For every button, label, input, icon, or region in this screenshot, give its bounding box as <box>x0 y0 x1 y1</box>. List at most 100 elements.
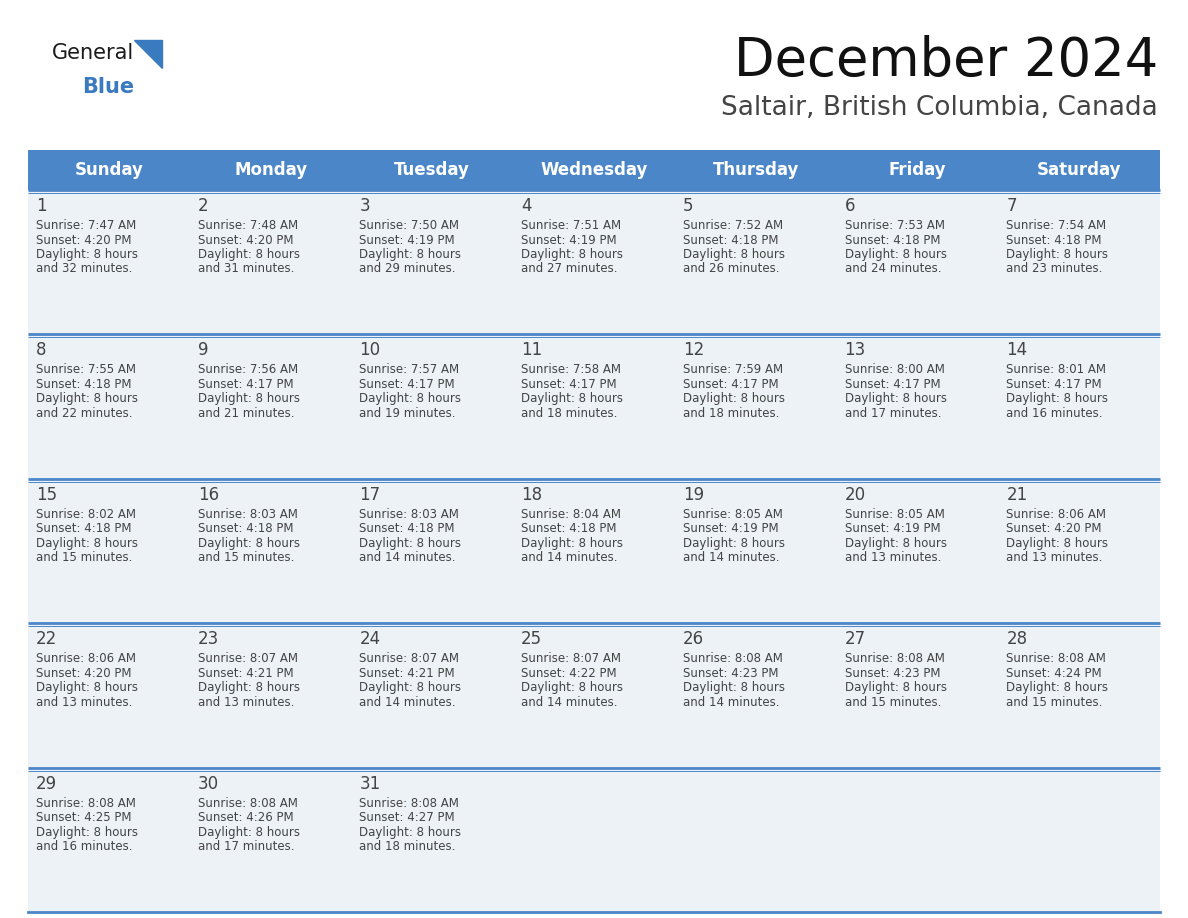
Text: 25: 25 <box>522 630 542 648</box>
Text: Sunset: 4:18 PM: Sunset: 4:18 PM <box>197 522 293 535</box>
Text: Sunset: 4:20 PM: Sunset: 4:20 PM <box>1006 522 1101 535</box>
Text: and 18 minutes.: and 18 minutes. <box>683 407 779 420</box>
Text: Sunset: 4:19 PM: Sunset: 4:19 PM <box>845 522 940 535</box>
Text: Sunday: Sunday <box>75 161 144 179</box>
Text: and 22 minutes.: and 22 minutes. <box>36 407 133 420</box>
Text: Sunrise: 8:08 AM: Sunrise: 8:08 AM <box>683 652 783 666</box>
Text: Sunset: 4:19 PM: Sunset: 4:19 PM <box>683 522 778 535</box>
Text: Sunset: 4:26 PM: Sunset: 4:26 PM <box>197 812 293 824</box>
Text: Saltair, British Columbia, Canada: Saltair, British Columbia, Canada <box>721 95 1158 121</box>
Text: Sunrise: 8:02 AM: Sunrise: 8:02 AM <box>36 508 135 521</box>
Text: and 24 minutes.: and 24 minutes. <box>845 263 941 275</box>
Text: Wednesday: Wednesday <box>541 161 647 179</box>
Text: Sunrise: 7:59 AM: Sunrise: 7:59 AM <box>683 364 783 376</box>
Text: and 13 minutes.: and 13 minutes. <box>845 552 941 565</box>
Text: Daylight: 8 hours: Daylight: 8 hours <box>522 537 624 550</box>
Text: Sunset: 4:22 PM: Sunset: 4:22 PM <box>522 666 617 679</box>
Text: Saturday: Saturday <box>1037 161 1121 179</box>
Text: Sunset: 4:27 PM: Sunset: 4:27 PM <box>360 812 455 824</box>
Text: and 29 minutes.: and 29 minutes. <box>360 263 456 275</box>
Text: Daylight: 8 hours: Daylight: 8 hours <box>845 537 947 550</box>
Text: Sunrise: 8:06 AM: Sunrise: 8:06 AM <box>1006 508 1106 521</box>
Text: 3: 3 <box>360 197 369 215</box>
Text: Sunset: 4:18 PM: Sunset: 4:18 PM <box>1006 233 1101 247</box>
Bar <box>29 623 1159 767</box>
Text: Sunset: 4:24 PM: Sunset: 4:24 PM <box>1006 666 1102 679</box>
Text: 6: 6 <box>845 197 855 215</box>
Text: and 27 minutes.: and 27 minutes. <box>522 263 618 275</box>
Text: and 14 minutes.: and 14 minutes. <box>522 696 618 709</box>
Text: Daylight: 8 hours: Daylight: 8 hours <box>845 681 947 694</box>
Text: 5: 5 <box>683 197 694 215</box>
Text: Sunrise: 8:05 AM: Sunrise: 8:05 AM <box>845 508 944 521</box>
Text: and 19 minutes.: and 19 minutes. <box>360 407 456 420</box>
Text: 28: 28 <box>1006 630 1028 648</box>
Bar <box>29 334 1159 479</box>
Text: Daylight: 8 hours: Daylight: 8 hours <box>360 681 461 694</box>
Text: and 17 minutes.: and 17 minutes. <box>197 840 295 853</box>
Text: Daylight: 8 hours: Daylight: 8 hours <box>522 392 624 406</box>
Text: 15: 15 <box>36 486 57 504</box>
Text: Sunset: 4:20 PM: Sunset: 4:20 PM <box>197 233 293 247</box>
Text: Sunrise: 7:55 AM: Sunrise: 7:55 AM <box>36 364 135 376</box>
Text: and 17 minutes.: and 17 minutes. <box>845 407 941 420</box>
Text: Sunrise: 8:07 AM: Sunrise: 8:07 AM <box>360 652 460 666</box>
Text: and 14 minutes.: and 14 minutes. <box>360 552 456 565</box>
Text: Daylight: 8 hours: Daylight: 8 hours <box>360 825 461 839</box>
Text: Thursday: Thursday <box>713 161 798 179</box>
Text: 11: 11 <box>522 341 543 360</box>
Text: 19: 19 <box>683 486 704 504</box>
Text: Daylight: 8 hours: Daylight: 8 hours <box>36 248 138 261</box>
Text: 4: 4 <box>522 197 532 215</box>
Text: and 14 minutes.: and 14 minutes. <box>522 552 618 565</box>
Text: Daylight: 8 hours: Daylight: 8 hours <box>1006 392 1108 406</box>
Bar <box>29 767 1159 912</box>
Text: Sunrise: 8:08 AM: Sunrise: 8:08 AM <box>845 652 944 666</box>
Text: and 18 minutes.: and 18 minutes. <box>522 407 618 420</box>
Text: Sunrise: 8:07 AM: Sunrise: 8:07 AM <box>522 652 621 666</box>
Text: Sunrise: 8:05 AM: Sunrise: 8:05 AM <box>683 508 783 521</box>
Text: and 31 minutes.: and 31 minutes. <box>197 263 295 275</box>
Bar <box>352 150 513 190</box>
Text: December 2024: December 2024 <box>734 35 1158 87</box>
Text: 8: 8 <box>36 341 46 360</box>
Text: Monday: Monday <box>234 161 308 179</box>
Bar <box>998 150 1159 190</box>
Text: and 26 minutes.: and 26 minutes. <box>683 263 779 275</box>
Text: Daylight: 8 hours: Daylight: 8 hours <box>360 248 461 261</box>
Text: Sunrise: 7:56 AM: Sunrise: 7:56 AM <box>197 364 298 376</box>
Text: Sunset: 4:21 PM: Sunset: 4:21 PM <box>360 666 455 679</box>
Text: Sunrise: 8:03 AM: Sunrise: 8:03 AM <box>197 508 297 521</box>
Text: Sunset: 4:17 PM: Sunset: 4:17 PM <box>522 378 617 391</box>
Text: Daylight: 8 hours: Daylight: 8 hours <box>197 392 299 406</box>
Text: Sunset: 4:17 PM: Sunset: 4:17 PM <box>1006 378 1102 391</box>
Text: Sunrise: 8:04 AM: Sunrise: 8:04 AM <box>522 508 621 521</box>
Text: Friday: Friday <box>889 161 946 179</box>
Bar <box>29 150 190 190</box>
Bar <box>29 479 1159 623</box>
Text: 17: 17 <box>360 486 380 504</box>
Text: 26: 26 <box>683 630 704 648</box>
Text: 1: 1 <box>36 197 46 215</box>
Text: Daylight: 8 hours: Daylight: 8 hours <box>360 392 461 406</box>
Text: Daylight: 8 hours: Daylight: 8 hours <box>1006 681 1108 694</box>
Text: and 14 minutes.: and 14 minutes. <box>360 696 456 709</box>
Text: Sunrise: 8:01 AM: Sunrise: 8:01 AM <box>1006 364 1106 376</box>
Text: Sunset: 4:18 PM: Sunset: 4:18 PM <box>36 522 132 535</box>
Text: 12: 12 <box>683 341 704 360</box>
Text: Sunrise: 8:00 AM: Sunrise: 8:00 AM <box>845 364 944 376</box>
Text: Sunrise: 8:08 AM: Sunrise: 8:08 AM <box>197 797 297 810</box>
Text: Sunrise: 7:50 AM: Sunrise: 7:50 AM <box>360 219 460 232</box>
Text: Sunset: 4:18 PM: Sunset: 4:18 PM <box>360 522 455 535</box>
Text: Sunrise: 7:47 AM: Sunrise: 7:47 AM <box>36 219 137 232</box>
Text: and 15 minutes.: and 15 minutes. <box>1006 696 1102 709</box>
Text: Sunset: 4:17 PM: Sunset: 4:17 PM <box>845 378 940 391</box>
Text: 7: 7 <box>1006 197 1017 215</box>
Bar <box>675 150 836 190</box>
Text: Sunrise: 7:54 AM: Sunrise: 7:54 AM <box>1006 219 1106 232</box>
Text: 29: 29 <box>36 775 57 792</box>
Text: Sunset: 4:17 PM: Sunset: 4:17 PM <box>360 378 455 391</box>
Text: Sunset: 4:19 PM: Sunset: 4:19 PM <box>360 233 455 247</box>
Text: 21: 21 <box>1006 486 1028 504</box>
Text: Sunrise: 8:03 AM: Sunrise: 8:03 AM <box>360 508 460 521</box>
